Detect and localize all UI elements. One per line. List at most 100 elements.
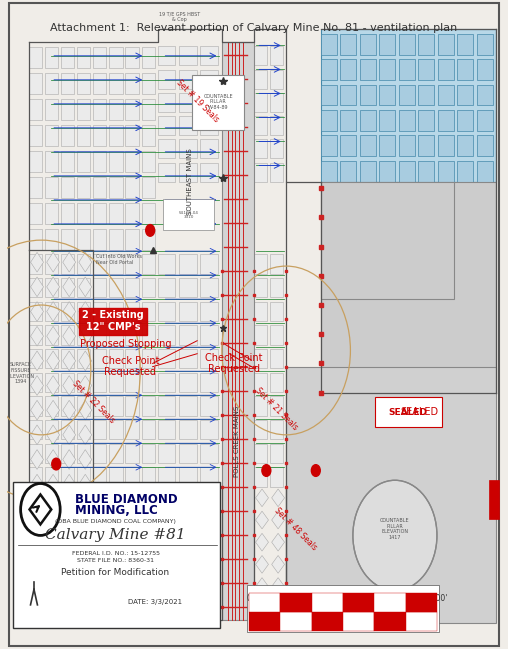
- Bar: [179, 116, 197, 135]
- Polygon shape: [113, 533, 128, 551]
- Bar: [125, 254, 139, 274]
- Bar: [125, 349, 139, 369]
- Bar: [61, 444, 74, 463]
- Bar: [201, 467, 218, 487]
- Bar: [109, 125, 122, 146]
- Bar: [399, 59, 415, 80]
- Bar: [93, 151, 107, 172]
- Bar: [201, 420, 218, 439]
- Text: SURFACE
FISSURE
ELEVATION
1394: SURFACE FISSURE ELEVATION 1394: [7, 362, 34, 384]
- Bar: [157, 397, 175, 416]
- Bar: [201, 397, 218, 416]
- Text: Check Point
Requested: Check Point Requested: [205, 352, 263, 374]
- Polygon shape: [47, 302, 59, 321]
- Bar: [29, 73, 42, 94]
- Bar: [77, 177, 90, 198]
- Bar: [142, 349, 155, 369]
- Polygon shape: [30, 326, 44, 346]
- Polygon shape: [132, 600, 147, 618]
- Text: 19 T/E GPS HBST
& Cop: 19 T/E GPS HBST & Cop: [159, 12, 201, 22]
- Bar: [360, 34, 376, 55]
- Text: 2 - Existing
12" CMP's: 2 - Existing 12" CMP's: [82, 310, 144, 332]
- Bar: [125, 47, 139, 68]
- Polygon shape: [205, 489, 220, 507]
- Bar: [157, 467, 175, 487]
- Bar: [61, 177, 74, 198]
- Bar: [142, 325, 155, 345]
- Bar: [157, 254, 175, 274]
- Bar: [489, 480, 499, 519]
- Bar: [93, 302, 107, 321]
- FancyBboxPatch shape: [163, 199, 214, 230]
- Polygon shape: [169, 600, 183, 618]
- Bar: [142, 254, 155, 274]
- Bar: [77, 228, 90, 250]
- Polygon shape: [113, 489, 128, 507]
- Bar: [93, 373, 107, 392]
- Bar: [399, 34, 415, 55]
- Bar: [321, 29, 496, 182]
- Bar: [438, 110, 454, 131]
- Polygon shape: [132, 578, 147, 595]
- Bar: [321, 161, 337, 182]
- Polygon shape: [29, 495, 51, 524]
- Bar: [312, 612, 343, 631]
- Bar: [142, 99, 155, 120]
- Bar: [61, 125, 74, 146]
- Bar: [93, 467, 107, 487]
- Text: 1200': 1200': [426, 594, 448, 603]
- Bar: [179, 397, 197, 416]
- Polygon shape: [256, 489, 268, 507]
- Bar: [405, 593, 437, 612]
- Bar: [321, 34, 337, 55]
- Polygon shape: [256, 511, 268, 529]
- Bar: [343, 593, 374, 612]
- Polygon shape: [113, 578, 128, 595]
- Bar: [157, 325, 175, 345]
- Polygon shape: [187, 533, 202, 551]
- Polygon shape: [79, 326, 92, 346]
- Bar: [45, 420, 58, 439]
- Bar: [457, 161, 473, 182]
- Bar: [321, 59, 337, 80]
- Polygon shape: [79, 302, 92, 321]
- Text: BLUE DIAMOND: BLUE DIAMOND: [75, 493, 178, 506]
- Bar: [29, 99, 42, 120]
- Bar: [157, 278, 175, 297]
- Bar: [93, 47, 107, 68]
- Bar: [61, 467, 74, 487]
- Bar: [360, 136, 376, 156]
- Text: Set # 21 Seals: Set # 21 Seals: [253, 386, 299, 432]
- Polygon shape: [169, 556, 183, 573]
- Bar: [142, 47, 155, 68]
- Polygon shape: [95, 533, 110, 551]
- Bar: [286, 367, 496, 623]
- Bar: [45, 302, 58, 321]
- Polygon shape: [187, 511, 202, 529]
- Polygon shape: [30, 598, 44, 617]
- Bar: [109, 278, 122, 297]
- Bar: [157, 420, 175, 439]
- Bar: [61, 420, 74, 439]
- Bar: [312, 593, 343, 612]
- Bar: [477, 59, 493, 80]
- Bar: [270, 373, 283, 392]
- Bar: [157, 349, 175, 369]
- Bar: [340, 84, 356, 106]
- Bar: [29, 47, 42, 68]
- Bar: [29, 202, 42, 224]
- Bar: [201, 254, 218, 274]
- Bar: [142, 125, 155, 146]
- Bar: [13, 482, 220, 628]
- Bar: [109, 397, 122, 416]
- Bar: [477, 34, 493, 55]
- Bar: [45, 99, 58, 120]
- Text: Calvary Mine #81: Calvary Mine #81: [45, 528, 186, 542]
- Bar: [93, 73, 107, 94]
- Bar: [405, 612, 437, 631]
- Bar: [222, 42, 254, 620]
- Bar: [254, 373, 267, 392]
- Bar: [201, 278, 218, 297]
- Bar: [61, 99, 74, 120]
- Bar: [179, 163, 197, 182]
